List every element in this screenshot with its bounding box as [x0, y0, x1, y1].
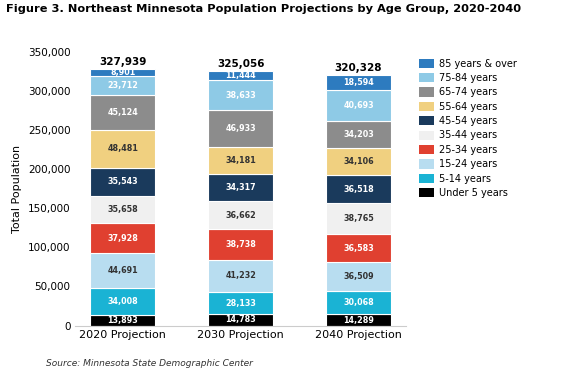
Text: 14,783: 14,783 — [225, 315, 256, 324]
Text: 325,056: 325,056 — [217, 59, 264, 69]
Bar — [208, 201, 273, 229]
Text: 23,712: 23,712 — [107, 81, 138, 90]
Legend: 85 years & over, 75-84 years, 65-74 years, 55-64 years, 45-54 years, 35-44 years: 85 years & over, 75-84 years, 65-74 year… — [418, 57, 519, 200]
Bar — [208, 292, 273, 314]
Y-axis label: Total Population: Total Population — [12, 145, 23, 233]
Text: 320,328: 320,328 — [335, 63, 382, 73]
Bar — [326, 148, 391, 175]
Bar — [326, 175, 391, 204]
Bar — [90, 95, 155, 130]
Text: 8,901: 8,901 — [110, 68, 136, 77]
Bar — [208, 174, 273, 201]
Bar — [90, 223, 155, 253]
Text: 40,693: 40,693 — [343, 101, 374, 110]
Text: 38,633: 38,633 — [225, 91, 256, 100]
Text: 36,662: 36,662 — [225, 211, 256, 220]
Bar — [208, 314, 273, 326]
Text: Source: Minnesota State Demographic Center: Source: Minnesota State Demographic Cent… — [46, 359, 253, 368]
Bar — [90, 253, 155, 288]
Bar — [326, 75, 391, 90]
Bar — [326, 291, 391, 314]
Bar — [90, 76, 155, 95]
Text: 48,481: 48,481 — [107, 144, 138, 153]
Text: 13,893: 13,893 — [107, 316, 138, 324]
Text: 34,008: 34,008 — [107, 297, 138, 306]
Text: 34,106: 34,106 — [343, 157, 374, 166]
Bar — [90, 69, 155, 76]
Text: 37,928: 37,928 — [107, 234, 138, 243]
Bar — [90, 288, 155, 315]
Bar — [326, 121, 391, 148]
Text: 11,444: 11,444 — [226, 71, 256, 80]
Text: 34,317: 34,317 — [226, 183, 256, 192]
Bar — [326, 314, 391, 326]
Bar — [208, 111, 273, 147]
Bar — [90, 196, 155, 223]
Bar — [90, 315, 155, 326]
Text: 34,181: 34,181 — [225, 156, 256, 165]
Bar — [208, 80, 273, 111]
Bar — [90, 130, 155, 168]
Bar — [326, 262, 391, 291]
Text: 327,939: 327,939 — [99, 57, 147, 67]
Bar — [326, 90, 391, 121]
Text: 38,738: 38,738 — [225, 240, 256, 249]
Text: 36,583: 36,583 — [343, 243, 374, 253]
Bar — [208, 147, 273, 174]
Bar — [208, 71, 273, 80]
Text: 18,594: 18,594 — [343, 78, 374, 87]
Text: 41,232: 41,232 — [225, 272, 256, 280]
Text: 35,543: 35,543 — [107, 177, 138, 186]
Text: 34,203: 34,203 — [343, 130, 374, 139]
Text: 28,133: 28,133 — [225, 299, 256, 307]
Text: 46,933: 46,933 — [226, 124, 256, 133]
Text: 36,509: 36,509 — [343, 272, 374, 281]
Text: Figure 3. Northeast Minnesota Population Projections by Age Group, 2020-2040: Figure 3. Northeast Minnesota Population… — [6, 4, 521, 14]
Text: 38,765: 38,765 — [343, 214, 374, 223]
Bar — [326, 204, 391, 234]
Bar — [208, 260, 273, 292]
Bar — [208, 229, 273, 260]
Text: 36,518: 36,518 — [343, 185, 374, 194]
Text: 45,124: 45,124 — [107, 108, 138, 117]
Text: 44,691: 44,691 — [107, 266, 138, 275]
Text: 14,289: 14,289 — [343, 316, 374, 324]
Text: 35,658: 35,658 — [107, 205, 138, 214]
Text: 30,068: 30,068 — [343, 298, 374, 307]
Bar — [326, 234, 391, 262]
Bar — [90, 168, 155, 196]
